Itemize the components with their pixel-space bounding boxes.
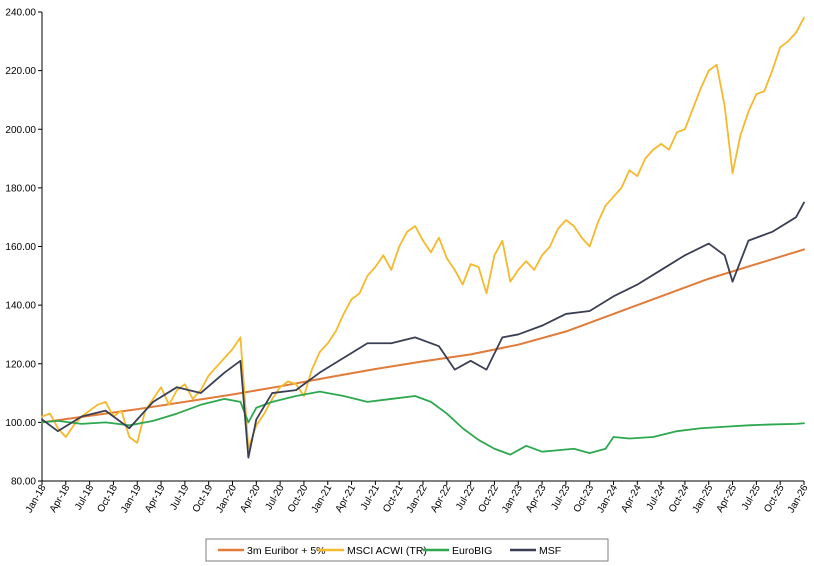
x-tick-label: Oct-22: [477, 483, 502, 515]
x-tick-label: Apr-22: [429, 483, 454, 515]
x-tick-label: Apr-21: [334, 483, 359, 515]
x-tick-label: Jul-25: [740, 483, 763, 512]
y-tick-label: 240.00: [5, 8, 36, 19]
x-tick-label: Oct-20: [286, 483, 311, 515]
y-tick-label: 180.00: [5, 183, 36, 194]
x-tick-label: Jan-19: [119, 483, 144, 515]
series-line-2: [41, 390, 805, 456]
x-tick-label: Jul-19: [168, 483, 191, 512]
series-lines: [41, 16, 805, 459]
x-tick-label: Jul-23: [549, 483, 572, 512]
x-tick-label: Apr-20: [238, 483, 263, 515]
series-line-1: [41, 16, 805, 450]
legend-label: MSCI ACWI (TR): [347, 545, 427, 557]
x-tick-label: Jul-20: [264, 483, 287, 512]
x-tick-label: Jan-21: [310, 483, 335, 515]
x-tick-label: Apr-18: [48, 483, 73, 515]
legend-box: [205, 538, 609, 562]
x-tick-label: Jan-25: [691, 483, 716, 515]
x-tick-label: Oct-21: [381, 483, 406, 515]
x-tick-label: Apr-25: [715, 483, 740, 515]
x-tick-label: Jan-24: [595, 483, 620, 515]
legend-label: MSF: [539, 545, 561, 557]
x-tick-label: Oct-19: [191, 483, 216, 515]
y-axis: 80.00 100.00 120.00 140.00 160.00 180.00 200.0…: [5, 8, 43, 488]
y-tick-label: 120.00: [5, 359, 36, 370]
y-tick-label: 100.00: [5, 418, 36, 429]
series-line-0: [41, 248, 805, 424]
x-tick-label: Jul-18: [73, 483, 96, 512]
x-tick-label: Oct-18: [96, 483, 121, 515]
x-tick-label: Oct-25: [762, 483, 787, 515]
x-tick-label: Oct-24: [667, 483, 692, 515]
x-tick-label: Apr-24: [619, 483, 644, 515]
x-tick-label: Jan-22: [405, 483, 430, 515]
y-tick-label: 80.00: [11, 477, 36, 488]
y-tick-label: 220.00: [5, 66, 36, 77]
x-tick-label: Oct-23: [572, 483, 597, 515]
x-tick-label: Jul-21: [359, 483, 382, 512]
y-tick-label: 140.00: [5, 301, 36, 312]
legend-label: 3m Euribor + 5%: [247, 545, 326, 557]
y-tick-label: 200.00: [5, 125, 36, 136]
legend-label: EuroBIG: [452, 545, 492, 557]
series-line-3: [41, 201, 805, 459]
x-tick-label: Apr-23: [524, 483, 549, 515]
x-tick-label: Jan-23: [500, 483, 525, 515]
x-tick-label: Jan-20: [214, 483, 239, 515]
x-tick-label: Apr-19: [143, 483, 168, 515]
x-tick-label: Jan-26: [786, 483, 811, 515]
legend: 3m Euribor + 5% MSCI ACWI (TR) EuroBIG MSF: [205, 538, 609, 562]
y-ticks: 80.00 100.00 120.00 140.00 160.00 180.00 200.0…: [5, 8, 42, 488]
x-tick-label: Jul-24: [645, 483, 668, 512]
y-tick-label: 160.00: [5, 242, 36, 253]
x-tick-label: Jul-22: [454, 483, 477, 512]
